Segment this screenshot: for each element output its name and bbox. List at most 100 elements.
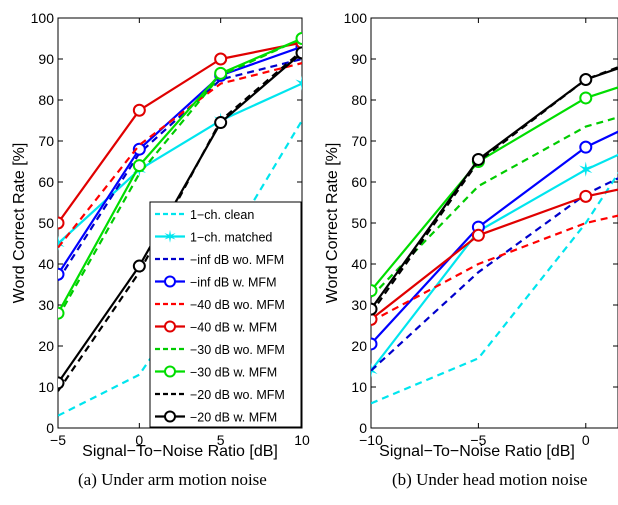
x-tick-label: 0: [135, 432, 143, 448]
y-tick-label: 30: [38, 297, 54, 313]
data-point: [579, 73, 593, 86]
legend-label: −inf dB wo. MFM: [190, 253, 284, 267]
y-tick-label: 80: [351, 92, 367, 108]
data-point: ✶: [577, 160, 594, 182]
legend-label: −30 dB w. MFM: [190, 366, 277, 380]
x-tick-label: 5: [217, 432, 225, 448]
series-line: [371, 116, 618, 298]
series-line: [371, 67, 618, 310]
data-point: ✶: [363, 361, 380, 383]
data-point: [214, 116, 228, 130]
data-point: [471, 152, 485, 166]
series-line: [58, 37, 302, 314]
series-line: [371, 86, 618, 292]
legend-marker: ✶: [163, 228, 177, 247]
data-point: [58, 216, 65, 230]
data-point: [132, 259, 146, 273]
y-tick-label: 80: [38, 92, 54, 108]
data-point: ✶: [294, 74, 311, 96]
series-line: [58, 82, 302, 245]
data-point: [58, 376, 65, 390]
data-point: [579, 140, 593, 154]
legend-label: −inf dB w. MFM: [190, 276, 276, 290]
data-point: [132, 103, 146, 117]
y-tick-label: 60: [351, 174, 367, 190]
y-axis-label: Word Correct Rate [%]: [324, 143, 341, 304]
series-group: ✶✶✶✶: [50, 32, 311, 417]
series-line: [58, 57, 302, 281]
y-tick-label: 0: [359, 420, 367, 436]
series-line: [58, 51, 302, 384]
x-axis-label: Signal−To−Noise Ratio [dB]: [82, 443, 278, 460]
y-tick-label: 100: [31, 10, 55, 26]
y-tick-label: 40: [351, 256, 367, 272]
y-tick-label: 70: [351, 133, 367, 149]
series-line: [371, 188, 618, 321]
series-line: [58, 119, 302, 417]
caption-a: (a) Under arm motion noise: [78, 470, 267, 489]
x-tick-label: 10: [294, 432, 310, 448]
legend-marker: [164, 320, 176, 333]
legend-label: −20 dB wo. MFM: [190, 388, 285, 402]
y-tick-label: 30: [351, 297, 367, 313]
data-point: [371, 337, 378, 351]
legend-label: −20 dB w. MFM: [190, 411, 277, 425]
data-point: [371, 302, 378, 316]
data-point: [58, 306, 65, 320]
data-point: [579, 189, 593, 203]
y-tick-label: 50: [351, 215, 367, 231]
legend-label: 1−ch. matched: [190, 231, 272, 245]
x-tick-label: −5: [50, 432, 66, 448]
y-tick-label: 60: [38, 174, 54, 190]
data-point: [371, 312, 378, 326]
data-point: [132, 159, 146, 173]
x-tick-label: −10: [359, 432, 383, 448]
x-axis-label: Signal−To−Noise Ratio [dB]: [379, 443, 575, 460]
legend-label: −40 dB w. MFM: [190, 321, 277, 335]
y-tick-label: 10: [351, 379, 367, 395]
series-line: [371, 177, 618, 372]
legend-box: [149, 201, 302, 428]
legend-label: −30 dB wo. MFM: [190, 343, 285, 357]
series-line: [58, 45, 302, 275]
y-tick-label: 70: [38, 133, 54, 149]
y-tick-label: 50: [38, 215, 54, 231]
legend-label: 1−ch. clean: [190, 208, 254, 222]
data-point: [214, 66, 228, 80]
data-point: [579, 91, 593, 105]
y-tick-label: 100: [344, 10, 368, 26]
data-point: [58, 267, 65, 281]
y-tick-label: 40: [38, 256, 54, 272]
caption-b: (b) Under head motion noise: [392, 470, 588, 489]
data-point: [295, 46, 302, 60]
y-tick-label: 20: [38, 338, 54, 354]
y-tick-label: 90: [351, 51, 367, 67]
x-tick-label: 0: [582, 432, 590, 448]
legend-label: −40 dB wo. MFM: [190, 298, 285, 312]
series-line: [371, 153, 618, 372]
chart-panel-b: 0 10 20 30 40 50 60 70 80 90 100 −10 −5 0 Signal−To−No…: [324, 10, 618, 460]
series-line: [371, 214, 618, 323]
data-point: [214, 52, 228, 66]
y-tick-label: 0: [46, 420, 54, 436]
series-line: [371, 130, 618, 345]
legend-marker: [164, 275, 176, 288]
series-group: ✶✶✶: [363, 66, 618, 405]
data-point: [132, 142, 146, 156]
data-point: [295, 32, 302, 45]
data-point: [371, 284, 378, 298]
legend: 1−ch. clean ✶ 1−ch. matched −inf dB wo. MFM…: [149, 201, 302, 428]
y-tick-label: 10: [38, 379, 54, 395]
x-tick-label: −5: [470, 432, 486, 448]
y-axis-label: Word Correct Rate [%]: [11, 143, 28, 304]
legend-marker: [164, 365, 176, 378]
data-point: [471, 228, 485, 242]
series-line: [58, 41, 302, 224]
series-line: [58, 62, 302, 249]
legend-marker: [164, 410, 176, 423]
series-line: [371, 171, 618, 405]
data-point: ✶: [50, 234, 67, 256]
y-tick-label: 90: [38, 51, 54, 67]
